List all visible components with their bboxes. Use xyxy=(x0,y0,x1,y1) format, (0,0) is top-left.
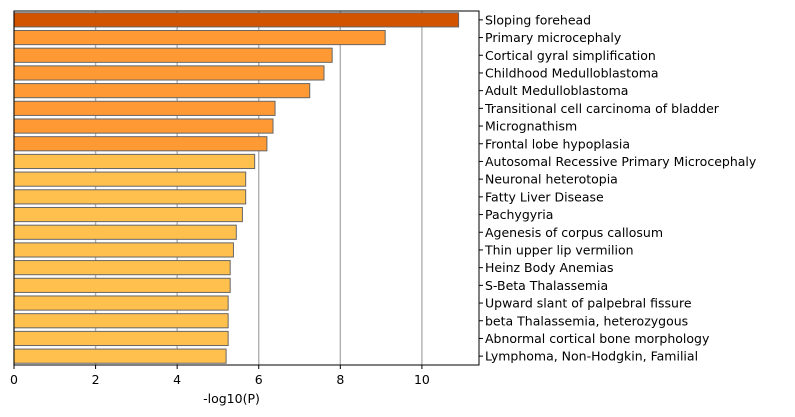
bar xyxy=(13,136,268,152)
category-label: Heinz Body Anemias xyxy=(485,260,614,275)
bar xyxy=(13,242,234,258)
category-label: Agenesis of corpus callosum xyxy=(485,225,663,240)
bar xyxy=(13,118,274,134)
bar xyxy=(13,83,311,99)
category-label: Lymphoma, Non-Hodgkin, Familial xyxy=(485,349,698,364)
bar xyxy=(13,206,243,223)
bar xyxy=(13,153,256,170)
category-label: Upward slant of palpebral fissure xyxy=(485,296,692,311)
bar xyxy=(13,47,333,63)
bar xyxy=(13,171,247,187)
category-label: Transitional cell carcinoma of bladder xyxy=(484,101,720,116)
bar xyxy=(13,29,386,46)
x-axis-ticks: 0 2 4 6 8 10 xyxy=(10,365,430,387)
category-label: Micrognathism xyxy=(485,119,577,134)
category-labels: Sloping forehead Primary microcephaly Cort… xyxy=(479,12,757,364)
grid-lines xyxy=(13,11,423,365)
bar xyxy=(13,295,229,311)
category-label: Sloping forehead xyxy=(485,12,591,27)
category-label: Abnormal cortical bone morphology xyxy=(485,331,710,346)
bar xyxy=(13,65,325,81)
bar xyxy=(13,12,460,28)
category-label: Thin upper lip vermilion xyxy=(484,242,634,257)
category-label: Frontal lobe hypoplasia xyxy=(485,136,630,151)
x-tick-label: 8 xyxy=(336,372,344,387)
x-axis-title: -log10(P) xyxy=(203,391,260,406)
category-label: Pachygyria xyxy=(485,207,553,222)
x-tick-label: 4 xyxy=(173,372,181,387)
x-tick-label: 2 xyxy=(92,372,100,387)
bar xyxy=(13,100,276,116)
bar xyxy=(13,277,231,293)
x-tick-label: 10 xyxy=(414,372,430,387)
bar xyxy=(13,189,247,205)
bars xyxy=(13,12,460,364)
x-tick-label: 0 xyxy=(10,372,18,387)
category-label: S-Beta Thalassemia xyxy=(485,278,608,293)
category-label: Adult Medulloblastoma xyxy=(485,83,628,98)
category-label: Autosomal Recessive Primary Microcephaly xyxy=(485,154,757,169)
category-label: Fatty Liver Disease xyxy=(485,189,604,204)
bar xyxy=(13,330,229,347)
bar xyxy=(13,224,237,240)
category-label: Cortical gyral simplification xyxy=(485,48,656,63)
x-tick-label: 6 xyxy=(255,372,263,387)
category-label: beta Thalassemia, heterozygous xyxy=(485,313,688,328)
category-label: Neuronal heterotopia xyxy=(485,172,618,187)
bar xyxy=(13,313,229,329)
plot-frame xyxy=(13,10,480,366)
bar xyxy=(13,260,231,276)
category-label: Primary microcephaly xyxy=(485,30,622,45)
category-label: Childhood Medulloblastoma xyxy=(485,65,659,80)
bar xyxy=(13,348,227,364)
